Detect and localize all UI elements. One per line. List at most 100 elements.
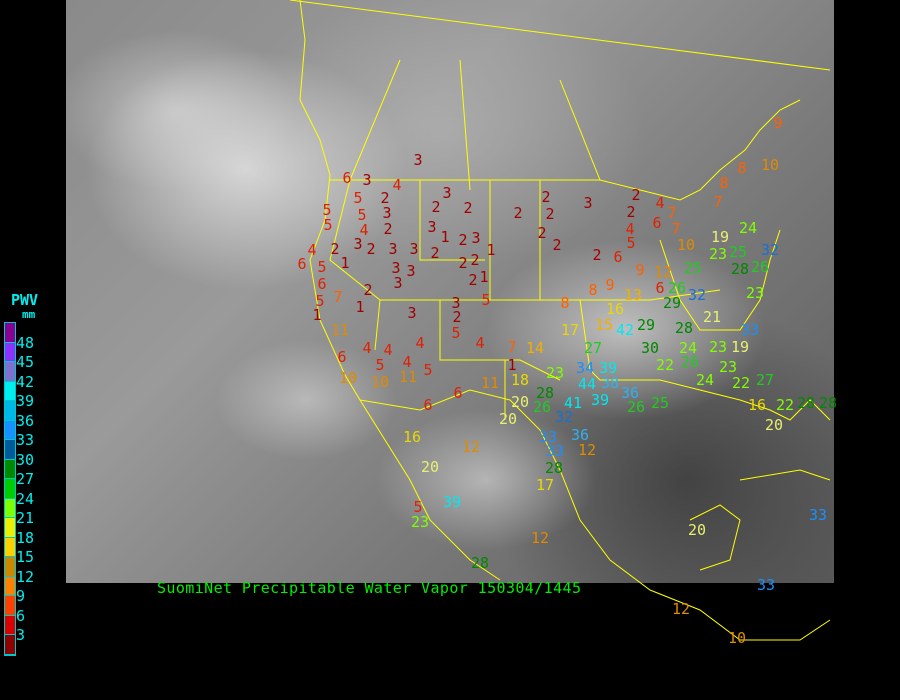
station-value: 16: [606, 300, 624, 318]
border-line: [329, 179, 381, 351]
station-value: 15: [595, 316, 613, 334]
station-value: 33: [757, 576, 775, 594]
station-value: 8: [588, 281, 597, 299]
station-value: 2: [330, 240, 339, 258]
station-value: 3: [382, 204, 391, 222]
station-value: 25: [651, 394, 669, 412]
station-value: 2: [541, 188, 550, 206]
legend-color-bar: [4, 322, 16, 656]
station-value: 10: [371, 373, 389, 391]
station-value: 18: [511, 371, 529, 389]
pwv-legend: PWV mm 48 45 42 39 36 33 30 27 24 21 18 15 12 9 6 3: [0, 292, 60, 692]
legend-label: 30: [16, 450, 35, 469]
station-value: 4: [415, 334, 424, 352]
legend-label: 12: [16, 567, 35, 586]
station-value: 2: [552, 236, 561, 254]
station-value: 22: [656, 356, 674, 374]
station-value: 16: [748, 396, 766, 414]
station-value: 3: [451, 294, 460, 312]
border-line: [380, 289, 721, 301]
station-value: 23: [546, 364, 564, 382]
legend-band: [5, 537, 15, 557]
station-value: 5: [413, 498, 422, 516]
border-line: [299, 0, 501, 581]
station-value: 3: [353, 235, 362, 253]
legend-label: 15: [16, 548, 35, 566]
station-value: 12: [531, 529, 549, 547]
station-value: 4: [359, 221, 368, 239]
station-value: 23: [411, 513, 429, 531]
station-value: 7: [333, 288, 342, 306]
legend-band: [5, 440, 15, 460]
station-value: 2: [513, 204, 522, 222]
station-value: 12: [672, 600, 690, 618]
station-value: 7: [671, 220, 680, 238]
legend-label: 36: [16, 411, 35, 430]
station-value: 1: [312, 306, 321, 324]
border-line: [579, 299, 831, 421]
station-value: 1: [355, 298, 364, 316]
station-value: 33: [539, 428, 557, 446]
station-value: 1: [340, 254, 349, 272]
station-value: 11: [481, 374, 499, 392]
legend-band: [5, 615, 15, 635]
station-value: 8: [719, 174, 728, 192]
station-value: 2: [366, 240, 375, 258]
legend-label: 3: [16, 626, 26, 644]
station-value: 3: [393, 274, 402, 292]
station-value: 20: [688, 521, 706, 539]
station-value: 16: [403, 428, 421, 446]
legend-label: 9: [16, 587, 26, 605]
legend-band: [5, 342, 15, 362]
legend-label: 33: [16, 431, 35, 449]
station-value: 6: [337, 348, 346, 366]
legend-band: [5, 459, 15, 479]
legend-band: [5, 557, 15, 577]
station-value: 10: [339, 369, 357, 387]
station-value: 36: [571, 426, 589, 444]
station-value: 7: [507, 338, 516, 356]
station-value: 2: [452, 308, 461, 326]
station-value: 10: [761, 156, 779, 174]
station-value: 24: [679, 339, 697, 357]
station-value: 14: [526, 339, 544, 357]
station-value: 4: [362, 339, 371, 357]
station-value: 29: [663, 294, 681, 312]
station-value: 12: [654, 263, 672, 281]
station-value: 2: [626, 203, 635, 221]
legend-band: [5, 479, 15, 499]
station-value: 8: [737, 159, 746, 177]
station-value: 11: [331, 321, 349, 339]
station-value: 2: [458, 231, 467, 249]
station-value: 2: [545, 205, 554, 223]
station-value: 1: [479, 268, 488, 286]
station-value: 12: [578, 441, 596, 459]
station-value: 1: [486, 241, 495, 259]
station-value: 42: [616, 321, 634, 339]
station-value: 11: [399, 368, 417, 386]
border-line: [330, 99, 801, 201]
station-value: 25: [729, 243, 747, 261]
station-value: 3: [391, 259, 400, 277]
station-value: 39: [591, 391, 609, 409]
station-value: 2: [470, 251, 479, 269]
station-value: 30: [641, 339, 659, 357]
station-value: 6: [453, 384, 462, 402]
legend-band: [5, 576, 15, 596]
border-line: [439, 300, 561, 381]
state-borders: [289, 0, 831, 641]
legend-band: [5, 381, 15, 401]
station-value: 9: [605, 276, 614, 294]
map-caption: SuomiNet Precipitable Water Vapor 150304…: [157, 579, 582, 597]
station-value: 28: [675, 319, 693, 337]
station-value: 2: [592, 246, 601, 264]
station-value: 27: [756, 371, 774, 389]
station-value: 5: [626, 234, 635, 252]
station-value: 2: [631, 186, 640, 204]
station-value: 33: [809, 506, 827, 524]
border-line: [689, 504, 741, 571]
station-value: 26: [627, 398, 645, 416]
station-value: 3: [406, 262, 415, 280]
station-value: 27: [584, 339, 602, 357]
